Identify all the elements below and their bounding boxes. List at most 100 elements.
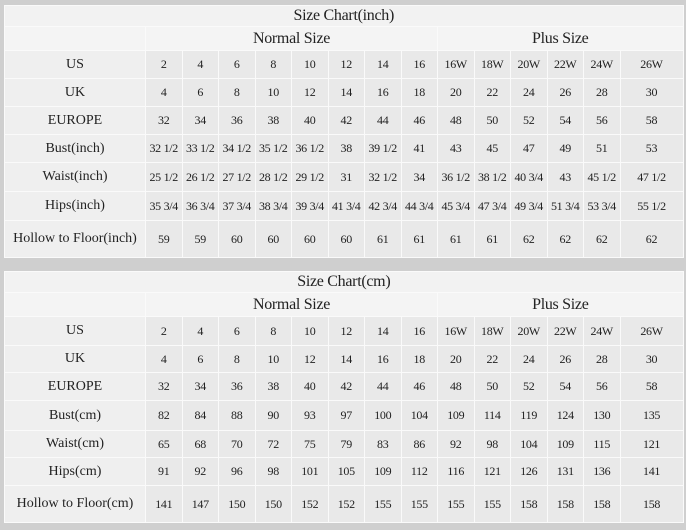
table-cell: 56 xyxy=(583,372,621,401)
table-cell: 30 xyxy=(619,345,684,373)
table-cell: 61 xyxy=(364,220,402,258)
table-cell: 82 xyxy=(145,400,183,431)
table-cell: 60 xyxy=(327,220,365,258)
table-cell: 40 xyxy=(291,106,329,135)
table-cell: 131 xyxy=(546,457,584,486)
table-cell: 16 xyxy=(364,345,402,373)
row-label: Hips(cm) xyxy=(4,457,146,486)
table-cell: 55 1/2 xyxy=(619,191,684,221)
table-cell: 62 xyxy=(510,220,548,258)
table-cell: 86 xyxy=(400,430,438,458)
table-cell: 10 xyxy=(291,316,329,346)
table-cell: 12 xyxy=(291,78,329,107)
table-cell: 45 3/4 xyxy=(437,191,475,221)
table-cell: 38 3/4 xyxy=(254,191,292,221)
table-cell: 68 xyxy=(181,430,219,458)
table-cell: 6 xyxy=(181,345,219,373)
table-cell: 54 xyxy=(546,372,584,401)
table-cell: 100 xyxy=(364,400,402,431)
table-row: Bust(cm) 82 84 88 90 93 97 100 104 109 114 119 124 13… xyxy=(4,400,684,431)
table-cell: 14 xyxy=(364,316,402,346)
table-cell: 4 xyxy=(145,78,183,107)
table-cell: 18 xyxy=(400,345,438,373)
table-cell: 16W xyxy=(437,50,475,79)
table-cell: 50 xyxy=(473,106,511,135)
table-cell: 53 3/4 xyxy=(583,191,621,221)
table-cell: 18W xyxy=(473,316,511,346)
table-cell: 27 1/2 xyxy=(218,162,256,192)
table-cell: 18W xyxy=(473,50,511,79)
table-row: Waist(cm) 65 68 70 72 75 79 83 86 92 98 104 109 115 12… xyxy=(4,430,684,458)
table-cell: 155 xyxy=(400,485,438,523)
table-cell: 43 xyxy=(546,162,584,192)
table-cell: 152 xyxy=(291,485,329,523)
table-cell: 60 xyxy=(291,220,329,258)
table-cell: 16 xyxy=(400,50,438,79)
table-cell: 109 xyxy=(546,430,584,458)
table-row: Hips(cm) 91 92 96 98 101 105 109 112 116 121 126 131… xyxy=(4,457,684,486)
table-cell: 51 3/4 xyxy=(546,191,584,221)
chart-title: Size Chart(cm) xyxy=(4,271,684,293)
table-cell: 49 xyxy=(546,134,584,163)
table-cell: 150 xyxy=(218,485,256,523)
table-cell: 40 xyxy=(291,372,329,401)
table-cell: 26W xyxy=(619,316,684,346)
table-cell: 56 xyxy=(583,106,621,135)
table-cell: 90 xyxy=(254,400,292,431)
table-cell: 47 1/2 xyxy=(619,162,684,192)
table-row: UK 4 6 8 10 12 14 16 18 20 22 24 26 28 30 xyxy=(4,345,684,373)
table-cell: 22W xyxy=(546,316,584,346)
table-cell: 158 xyxy=(619,485,684,523)
table-row: UK 4 6 8 10 12 14 16 18 20 22 24 26 28 30 xyxy=(4,78,684,107)
table-cell: 115 xyxy=(583,430,621,458)
table-cell: 75 xyxy=(291,430,329,458)
table-cell: 104 xyxy=(510,430,548,458)
table-cell: 44 3/4 xyxy=(400,191,438,221)
row-label: Hollow to Floor(inch) xyxy=(4,220,146,258)
table-cell: 59 xyxy=(145,220,183,258)
table-cell: 38 xyxy=(327,134,365,163)
table-cell: 22W xyxy=(546,50,584,79)
table-cell: 34 xyxy=(400,162,438,192)
table-cell: 109 xyxy=(437,400,475,431)
table-cell: 158 xyxy=(546,485,584,523)
table-cell: 98 xyxy=(473,430,511,458)
table-cell: 20W xyxy=(510,50,548,79)
table-cell: 105 xyxy=(327,457,365,486)
table-row: US 2 4 6 8 10 12 14 16 16W 18W 20W 22W 24W 26W xyxy=(4,316,684,346)
table-cell: 50 xyxy=(473,372,511,401)
table-cell: 121 xyxy=(473,457,511,486)
table-cell: 36 3/4 xyxy=(181,191,219,221)
table-cell: 29 1/2 xyxy=(291,162,329,192)
table-cell: 44 xyxy=(364,106,402,135)
table-cell: 22 xyxy=(473,78,511,107)
table-cell: 58 xyxy=(619,372,684,401)
table-cell: 20 xyxy=(437,78,475,107)
table-cell: 10 xyxy=(291,50,329,79)
table-cell: 141 xyxy=(619,457,684,486)
table-cell: 60 xyxy=(254,220,292,258)
table-cell: 26 xyxy=(546,78,584,107)
table-cell: 104 xyxy=(400,400,438,431)
table-cell: 28 xyxy=(583,78,621,107)
table-cell: 4 xyxy=(181,50,219,79)
table-cell: 65 xyxy=(145,430,183,458)
table-cell: 18 xyxy=(400,78,438,107)
table-cell: 16 xyxy=(400,316,438,346)
table-cell: 32 1/2 xyxy=(145,134,183,163)
table-cell: 20 xyxy=(437,345,475,373)
table-cell: 97 xyxy=(327,400,365,431)
table-cell: 39 3/4 xyxy=(291,191,329,221)
table-cell: 91 xyxy=(145,457,183,486)
table-cell: 26W xyxy=(619,50,684,79)
table-cell: 6 xyxy=(181,78,219,107)
table-cell: 112 xyxy=(400,457,438,486)
table-cell: 12 xyxy=(291,345,329,373)
row-label: Hips(inch) xyxy=(4,191,146,221)
table-cell: 61 xyxy=(437,220,475,258)
table-cell: 47 xyxy=(510,134,548,163)
table-cell: 16W xyxy=(437,316,475,346)
table-cell: 37 3/4 xyxy=(218,191,256,221)
table-cell: 24W xyxy=(583,316,621,346)
table-cell: 88 xyxy=(218,400,256,431)
